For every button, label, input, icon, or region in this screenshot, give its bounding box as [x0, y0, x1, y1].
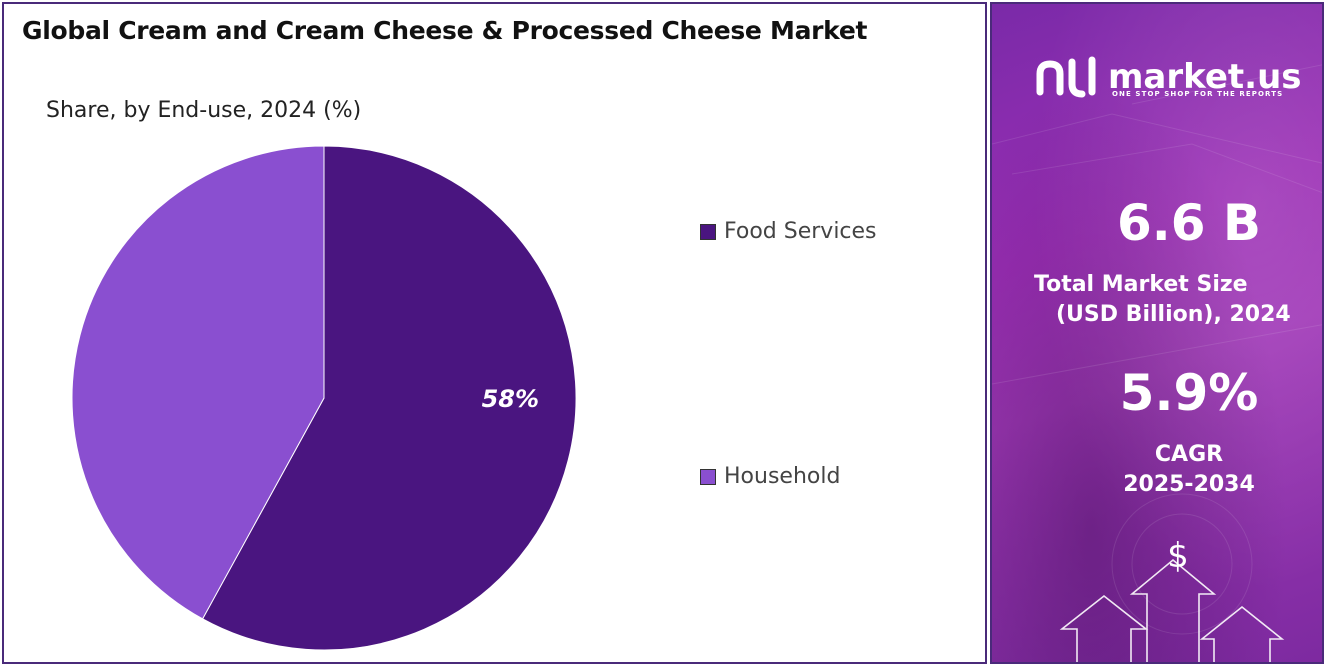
up-arrow-icon [1059, 558, 1285, 662]
chart-panel: Global Cream and Cream Cheese & Processe… [2, 2, 987, 664]
legend-item-household: Household [700, 464, 840, 489]
page-title: Global Cream and Cream Cheese & Processe… [22, 16, 868, 45]
legend-label-food-services: Food Services [724, 219, 877, 244]
pie-labels: 58% [482, 385, 539, 413]
pie-slices [71, 145, 577, 651]
cagr-label-line2: 2025-2034 [1123, 472, 1255, 497]
logo-tagline: ONE STOP SHOP FOR THE REPORTS [1112, 90, 1284, 98]
background-decoration: $ [992, 64, 1322, 662]
logo: market.us [1034, 54, 1302, 100]
dollar-icon: $ [1167, 536, 1189, 576]
legend-swatch-household [700, 468, 716, 485]
legend-label-household: Household [724, 464, 841, 489]
logo-text: market.us [1108, 57, 1302, 97]
legend-item-food-services: Food Services [700, 219, 877, 244]
market-size-value: 6.6 B [1116, 194, 1262, 252]
stats-panel: $ market.us ONE STOP SHOP FOR THE REPORT… [990, 2, 1324, 664]
cagr-label-line1: CAGR [1154, 442, 1224, 467]
pie-slice-food-services [201, 145, 577, 651]
logo-mark-icon [1036, 56, 1096, 98]
pie-chart: 58% [71, 145, 577, 651]
legend-swatch-food-services [700, 223, 716, 240]
market-size-label-line1: Total Market Size [1034, 272, 1248, 297]
background-overlay [992, 4, 1322, 662]
pie-data-label: 58% [482, 385, 539, 413]
market-size-label-line2: (USD Billion), 2024 [1056, 302, 1291, 327]
chart-subtitle: Share, by End-use, 2024 (%) [46, 98, 362, 123]
pie-slice-household [71, 145, 325, 620]
cagr-value: 5.9% [1119, 364, 1259, 422]
